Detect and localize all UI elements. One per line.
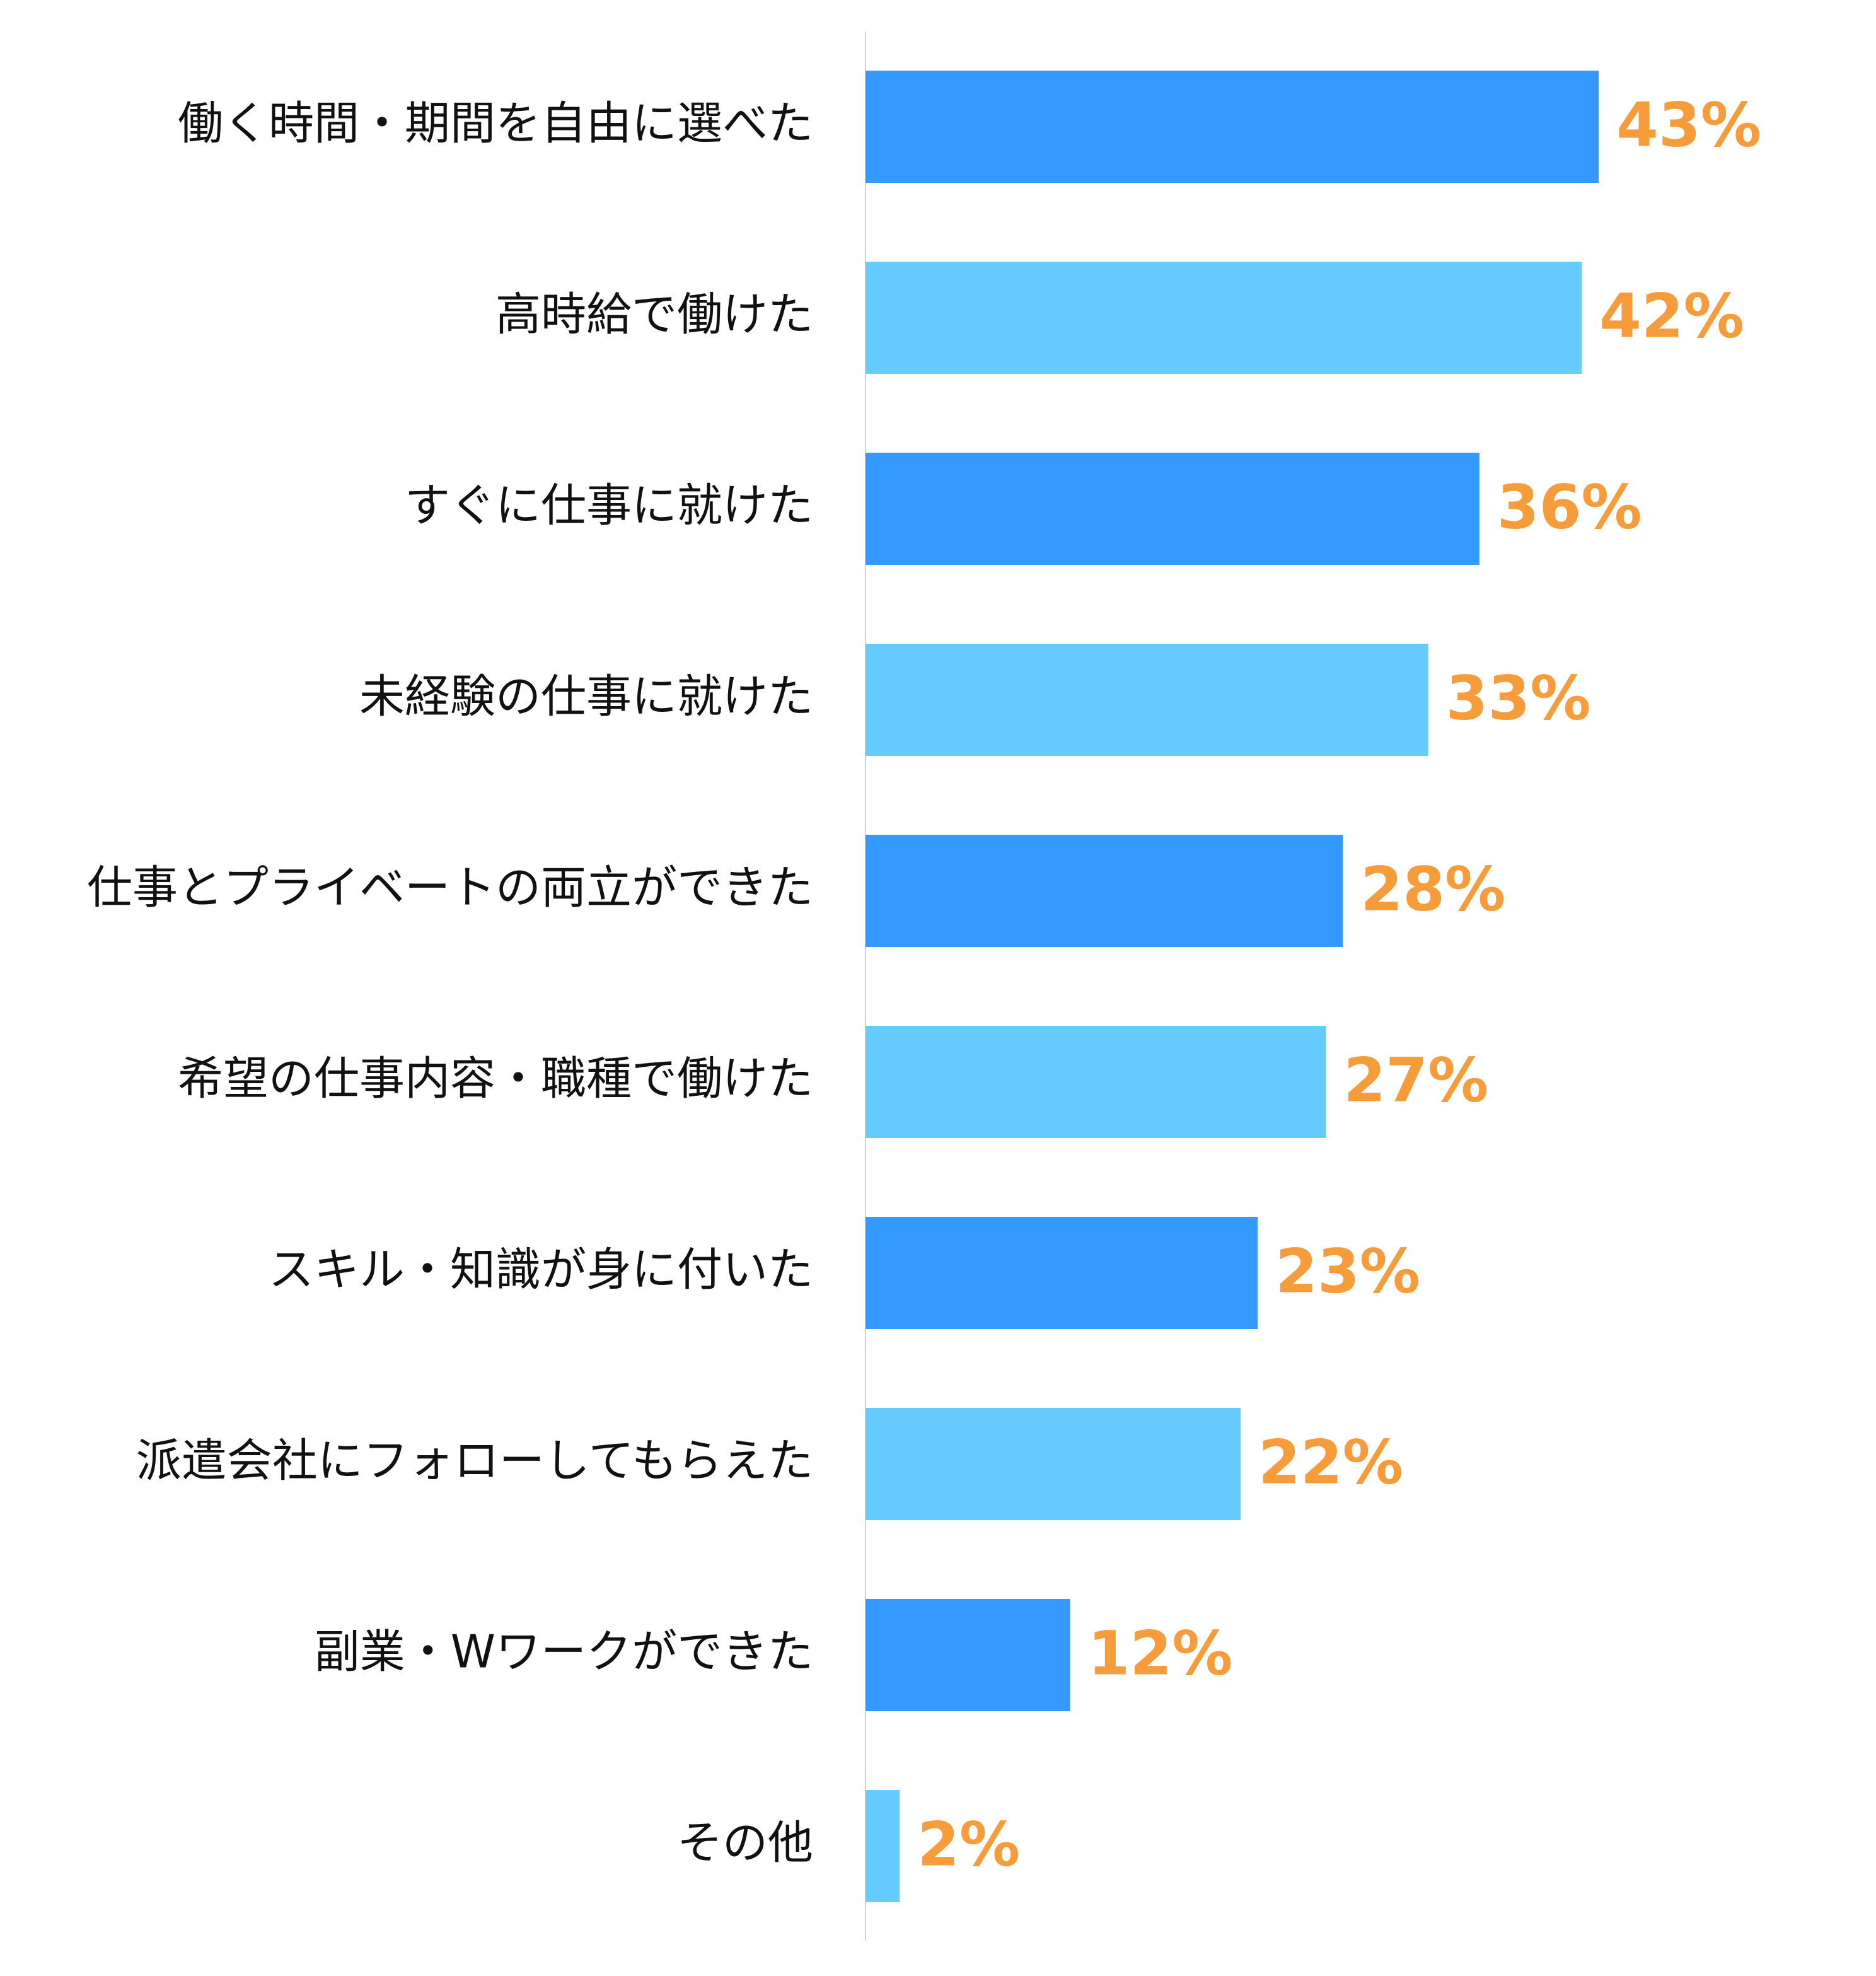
category-label: その他 xyxy=(677,1816,813,1869)
category-label: 希望の仕事内容・職種で働けた xyxy=(178,1052,813,1105)
category-label: すぐに仕事に就けた xyxy=(405,479,813,532)
value-label: 22% xyxy=(1258,1427,1403,1497)
category-label: 高時給で働けた xyxy=(495,288,813,341)
category-label: 仕事とプライベートの両立ができた xyxy=(87,861,813,914)
value-label: 42% xyxy=(1599,281,1744,351)
bar xyxy=(866,644,1428,756)
category-label: 副業・Wワークができた xyxy=(315,1625,813,1678)
value-label: 43% xyxy=(1616,90,1761,160)
category-labels: 働く時間・期間を自由に選べた高時給で働けたすぐに仕事に就けた未経験の仕事に就けた… xyxy=(87,97,813,1869)
bar xyxy=(866,71,1599,183)
bars xyxy=(866,71,1599,1902)
bar xyxy=(866,453,1479,565)
bar xyxy=(866,1217,1258,1329)
bar xyxy=(866,1026,1326,1138)
value-label: 2% xyxy=(917,1809,1020,1880)
category-label: 未経験の仕事に就けた xyxy=(359,670,813,723)
bar xyxy=(866,1790,900,1902)
bar xyxy=(866,262,1582,374)
value-labels: 43% 42% 36% 33% 28% 27% 23% 22% 12% 2% xyxy=(917,90,1761,1880)
category-label: 派遣会社にフォローしてもらえた xyxy=(136,1434,813,1487)
value-label: 12% xyxy=(1088,1618,1233,1688)
value-label: 33% xyxy=(1446,663,1591,733)
value-label: 27% xyxy=(1343,1045,1488,1115)
category-label: 働く時間・期間を自由に選べた xyxy=(178,97,813,150)
bar xyxy=(866,1408,1241,1520)
bar xyxy=(866,835,1343,947)
value-label: 23% xyxy=(1275,1236,1420,1306)
value-label: 36% xyxy=(1497,472,1642,542)
bar xyxy=(866,1599,1070,1711)
category-label: スキル・知識が身に付いた xyxy=(269,1243,813,1296)
value-label: 28% xyxy=(1360,854,1505,924)
